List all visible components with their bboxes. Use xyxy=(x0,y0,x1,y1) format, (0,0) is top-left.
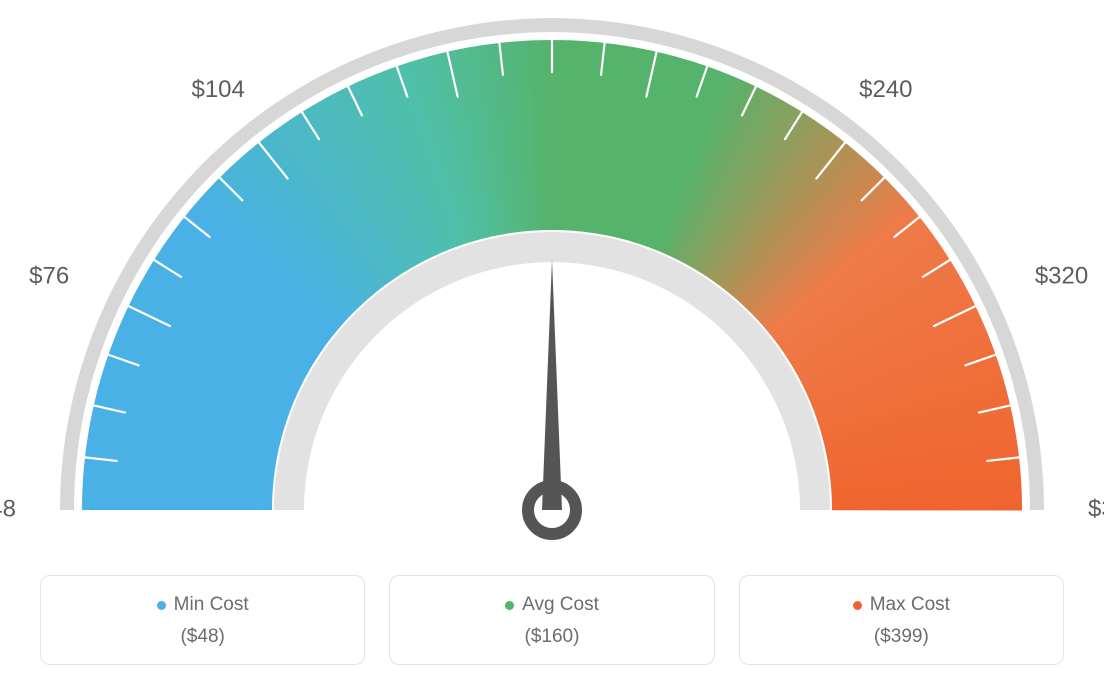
legend-dot-max xyxy=(853,601,862,610)
gauge-scale-label: $399 xyxy=(1088,495,1104,522)
cost-gauge-chart: $48$76$104$160$240$320$399 xyxy=(0,0,1104,560)
legend-title: Avg Cost xyxy=(505,594,599,616)
legend-label-avg: Avg Cost xyxy=(522,594,599,616)
gauge-scale-label: $104 xyxy=(191,76,244,103)
legend-value-avg: ($160) xyxy=(400,626,703,648)
legend-card-max: Max Cost ($399) xyxy=(739,575,1064,665)
gauge-scale-label: $48 xyxy=(0,495,16,522)
legend-dot-min xyxy=(157,601,166,610)
legend-value-min: ($48) xyxy=(51,626,354,648)
legend-label-max: Max Cost xyxy=(870,594,950,616)
legend-title: Max Cost xyxy=(853,594,950,616)
gauge-scale-label: $76 xyxy=(29,263,69,290)
legend-label-min: Min Cost xyxy=(174,594,249,616)
legend-dot-avg xyxy=(505,601,514,610)
legend-card-min: Min Cost ($48) xyxy=(40,575,365,665)
legend-value-max: ($399) xyxy=(750,626,1053,648)
gauge-scale-label: $240 xyxy=(859,76,912,103)
legend-title: Min Cost xyxy=(157,594,249,616)
legend-row: Min Cost ($48) Avg Cost ($160) Max Cost … xyxy=(40,575,1064,665)
legend-card-avg: Avg Cost ($160) xyxy=(389,575,714,665)
gauge-scale-label: $320 xyxy=(1035,263,1088,290)
gauge-needle xyxy=(542,260,562,510)
